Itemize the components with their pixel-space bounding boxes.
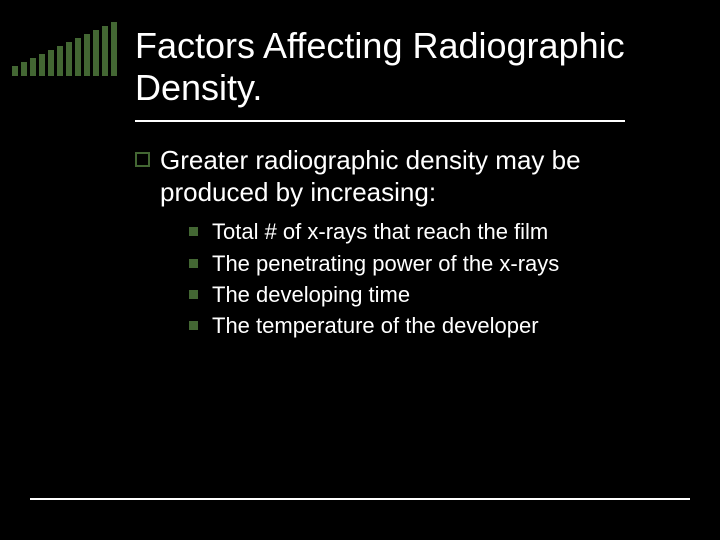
list-item: The developing time <box>189 281 670 309</box>
solid-square-bullet-icon <box>189 259 198 268</box>
list-item: The penetrating power of the x-rays <box>189 250 670 278</box>
footer-divider <box>30 498 690 500</box>
solid-square-bullet-icon <box>189 321 198 330</box>
list-item: Greater radiographic density may be prod… <box>135 145 670 208</box>
list-item-text: The penetrating power of the x-rays <box>212 250 559 278</box>
list-item: The temperature of the developer <box>189 312 670 340</box>
list-item: Total # of x-rays that reach the film <box>189 218 670 246</box>
solid-square-bullet-icon <box>189 227 198 236</box>
slide-title: Factors Affecting Radiographic Density. <box>135 25 680 110</box>
solid-square-bullet-icon <box>189 290 198 299</box>
title-underline <box>135 120 625 122</box>
hollow-square-bullet-icon <box>135 152 150 167</box>
list-item-text: Greater radiographic density may be prod… <box>160 145 670 208</box>
slide-body: Greater radiographic density may be prod… <box>135 145 670 343</box>
sublist: Total # of x-rays that reach the film Th… <box>189 218 670 340</box>
list-item-text: Total # of x-rays that reach the film <box>212 218 548 246</box>
decorative-stripes <box>12 22 117 76</box>
list-item-text: The temperature of the developer <box>212 312 539 340</box>
list-item-text: The developing time <box>212 281 410 309</box>
